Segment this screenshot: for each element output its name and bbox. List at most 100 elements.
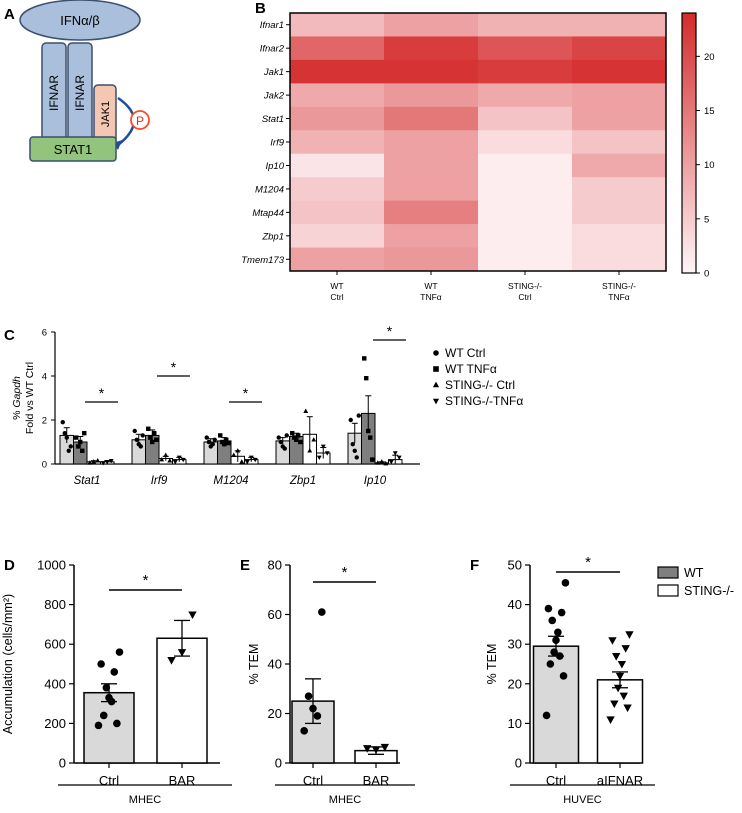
c-data-point (148, 435, 153, 440)
plotF-y-tick-label: 10 (508, 716, 522, 731)
plotF-data-point (606, 716, 615, 724)
c-data-point (150, 439, 155, 445)
heatmap-row-label: Ifnar2 (260, 44, 285, 55)
plotF-data-point (617, 660, 627, 669)
heatmap-cell-jak1-0 (290, 59, 385, 84)
c-x-tick-label: Ip10 (364, 475, 387, 487)
plotE-data-point (304, 692, 313, 700)
plotF-data-point (623, 704, 632, 713)
plotF-y-tick-label: 0 (515, 756, 522, 771)
plotF-data-point (559, 672, 568, 680)
plotF-data-point (550, 648, 558, 656)
plotF-y-tick-label: 30 (508, 637, 522, 652)
c-data-point (239, 459, 245, 464)
heatmap-cell-mtap44-2 (478, 200, 573, 225)
c-data-point (362, 356, 367, 361)
gene-expression-bar-chart: 0 2 4 6 % GapdhFold vs WT Ctrl Stat1 * Irf9 * M12… (11, 323, 523, 487)
c-data-point (138, 444, 143, 449)
heatmap-col-label: WT TNFα (420, 281, 442, 302)
heatmap-cell-ip10-3 (572, 153, 667, 178)
heatmap-cell-stat1-3 (572, 106, 667, 131)
plotD-data-point (110, 668, 119, 676)
plotE-y-tick-label: 80 (268, 558, 282, 573)
heatmap-cell-jak2-0 (290, 83, 385, 108)
c-data-point (303, 408, 309, 413)
c-data-point (224, 437, 229, 442)
heatmap-cell-mtap44-1 (384, 200, 479, 225)
c-data-point (350, 442, 355, 447)
plotD-bar-ctrl (83, 691, 135, 764)
c-data-point (370, 457, 375, 462)
panel-letter-a: A (4, 6, 15, 23)
c-data-point (311, 437, 317, 442)
plotF-x-tick-label: Ctrl (546, 773, 566, 788)
heatmap-panel: Ifnar1 Ifnar2 Jak1 Jak2 Stat1 Irf9 Ip10 M1204 Mt… (241, 12, 715, 302)
c-x-tick-label: Irf9 (151, 475, 168, 487)
c-data-point (206, 439, 211, 445)
c-data-point (91, 459, 97, 464)
plotF-data-point (542, 711, 551, 720)
c-data-point (276, 435, 281, 440)
c-data-point (100, 461, 106, 466)
c-data-point (163, 452, 169, 457)
c-data-point (222, 442, 227, 447)
c-data-point (366, 428, 371, 434)
plotF-y-axis-label: % TEM (485, 644, 499, 685)
c-data-point (62, 431, 67, 436)
c-y-tick-label: 6 (42, 328, 47, 339)
plotE-y-tick-label: 0 (275, 756, 282, 771)
heatmap-cell-tmem173-3 (572, 247, 667, 272)
heatmap-cell-ifnar1-3 (572, 13, 667, 37)
plotD-data-point (94, 721, 103, 730)
c-data-point (388, 460, 394, 465)
heatmap-cell-tmem173-0 (290, 247, 385, 272)
ifn-ligand (19, 0, 141, 41)
c-data-point (356, 413, 361, 418)
c-data-point (140, 433, 145, 438)
heatmap-cell-ifnar1-0 (290, 13, 385, 37)
plotD-data-point (115, 648, 124, 656)
plotF-data-point (555, 652, 564, 660)
heatmap-cell-ifnar2-3 (572, 36, 667, 61)
c-data-point (176, 455, 182, 461)
c-data-point (68, 444, 73, 449)
plotE-data-point (300, 727, 308, 735)
c-data-point (383, 460, 389, 466)
c-data-point (368, 435, 373, 440)
c-significance-star: * (243, 385, 249, 401)
plotE-data-point (363, 745, 372, 753)
jak1-label: JAK1 (100, 101, 112, 127)
heatmap-cell-jak1-2 (478, 59, 573, 84)
heatmap-row-label: Jak2 (263, 91, 285, 102)
c-data-point (396, 455, 402, 461)
plotF-data-point (561, 579, 570, 587)
heatmap-row-label: Ifnar1 (260, 20, 284, 31)
heatmap-cell-m1204-0 (290, 177, 385, 202)
c-legend-label: STING-/- Ctrl (445, 378, 515, 392)
c-legend-label: WT TNFα (445, 362, 497, 376)
c-data-point (154, 437, 159, 442)
heatmap-col-label: STING-/-Ctrl (508, 281, 542, 302)
plotD-data-point (113, 719, 121, 728)
heatmap-cell-zbp1-1 (384, 224, 479, 249)
c-data-point (218, 433, 223, 438)
heatmap-cell-stat1-1 (384, 106, 479, 131)
plotD-data-point (97, 660, 105, 668)
heatmap-row-label: M1204 (255, 184, 284, 195)
c-data-point (74, 435, 79, 440)
f-legend-swatch-0 (657, 566, 679, 579)
heatmap-cell-jak1-3 (572, 59, 667, 84)
stat1-box (29, 136, 117, 162)
c-data-point (132, 428, 137, 434)
c-data-point (316, 455, 322, 461)
plotD-y-tick-label: 200 (44, 716, 66, 731)
plotE-y-tick-label: 20 (268, 706, 282, 721)
heatmap-cell-ifnar2-1 (384, 36, 479, 61)
colorbar-tick-label: 20 (704, 52, 715, 63)
accumulation-bar-chart: 0 200 400 600 800 1000 Accumulation (cells/mm²… (1, 558, 232, 806)
c-significance-star: * (171, 359, 177, 375)
c-x-tick-label: Stat1 (74, 475, 101, 487)
c-data-point (104, 460, 110, 465)
plotF-data-point (612, 653, 621, 661)
